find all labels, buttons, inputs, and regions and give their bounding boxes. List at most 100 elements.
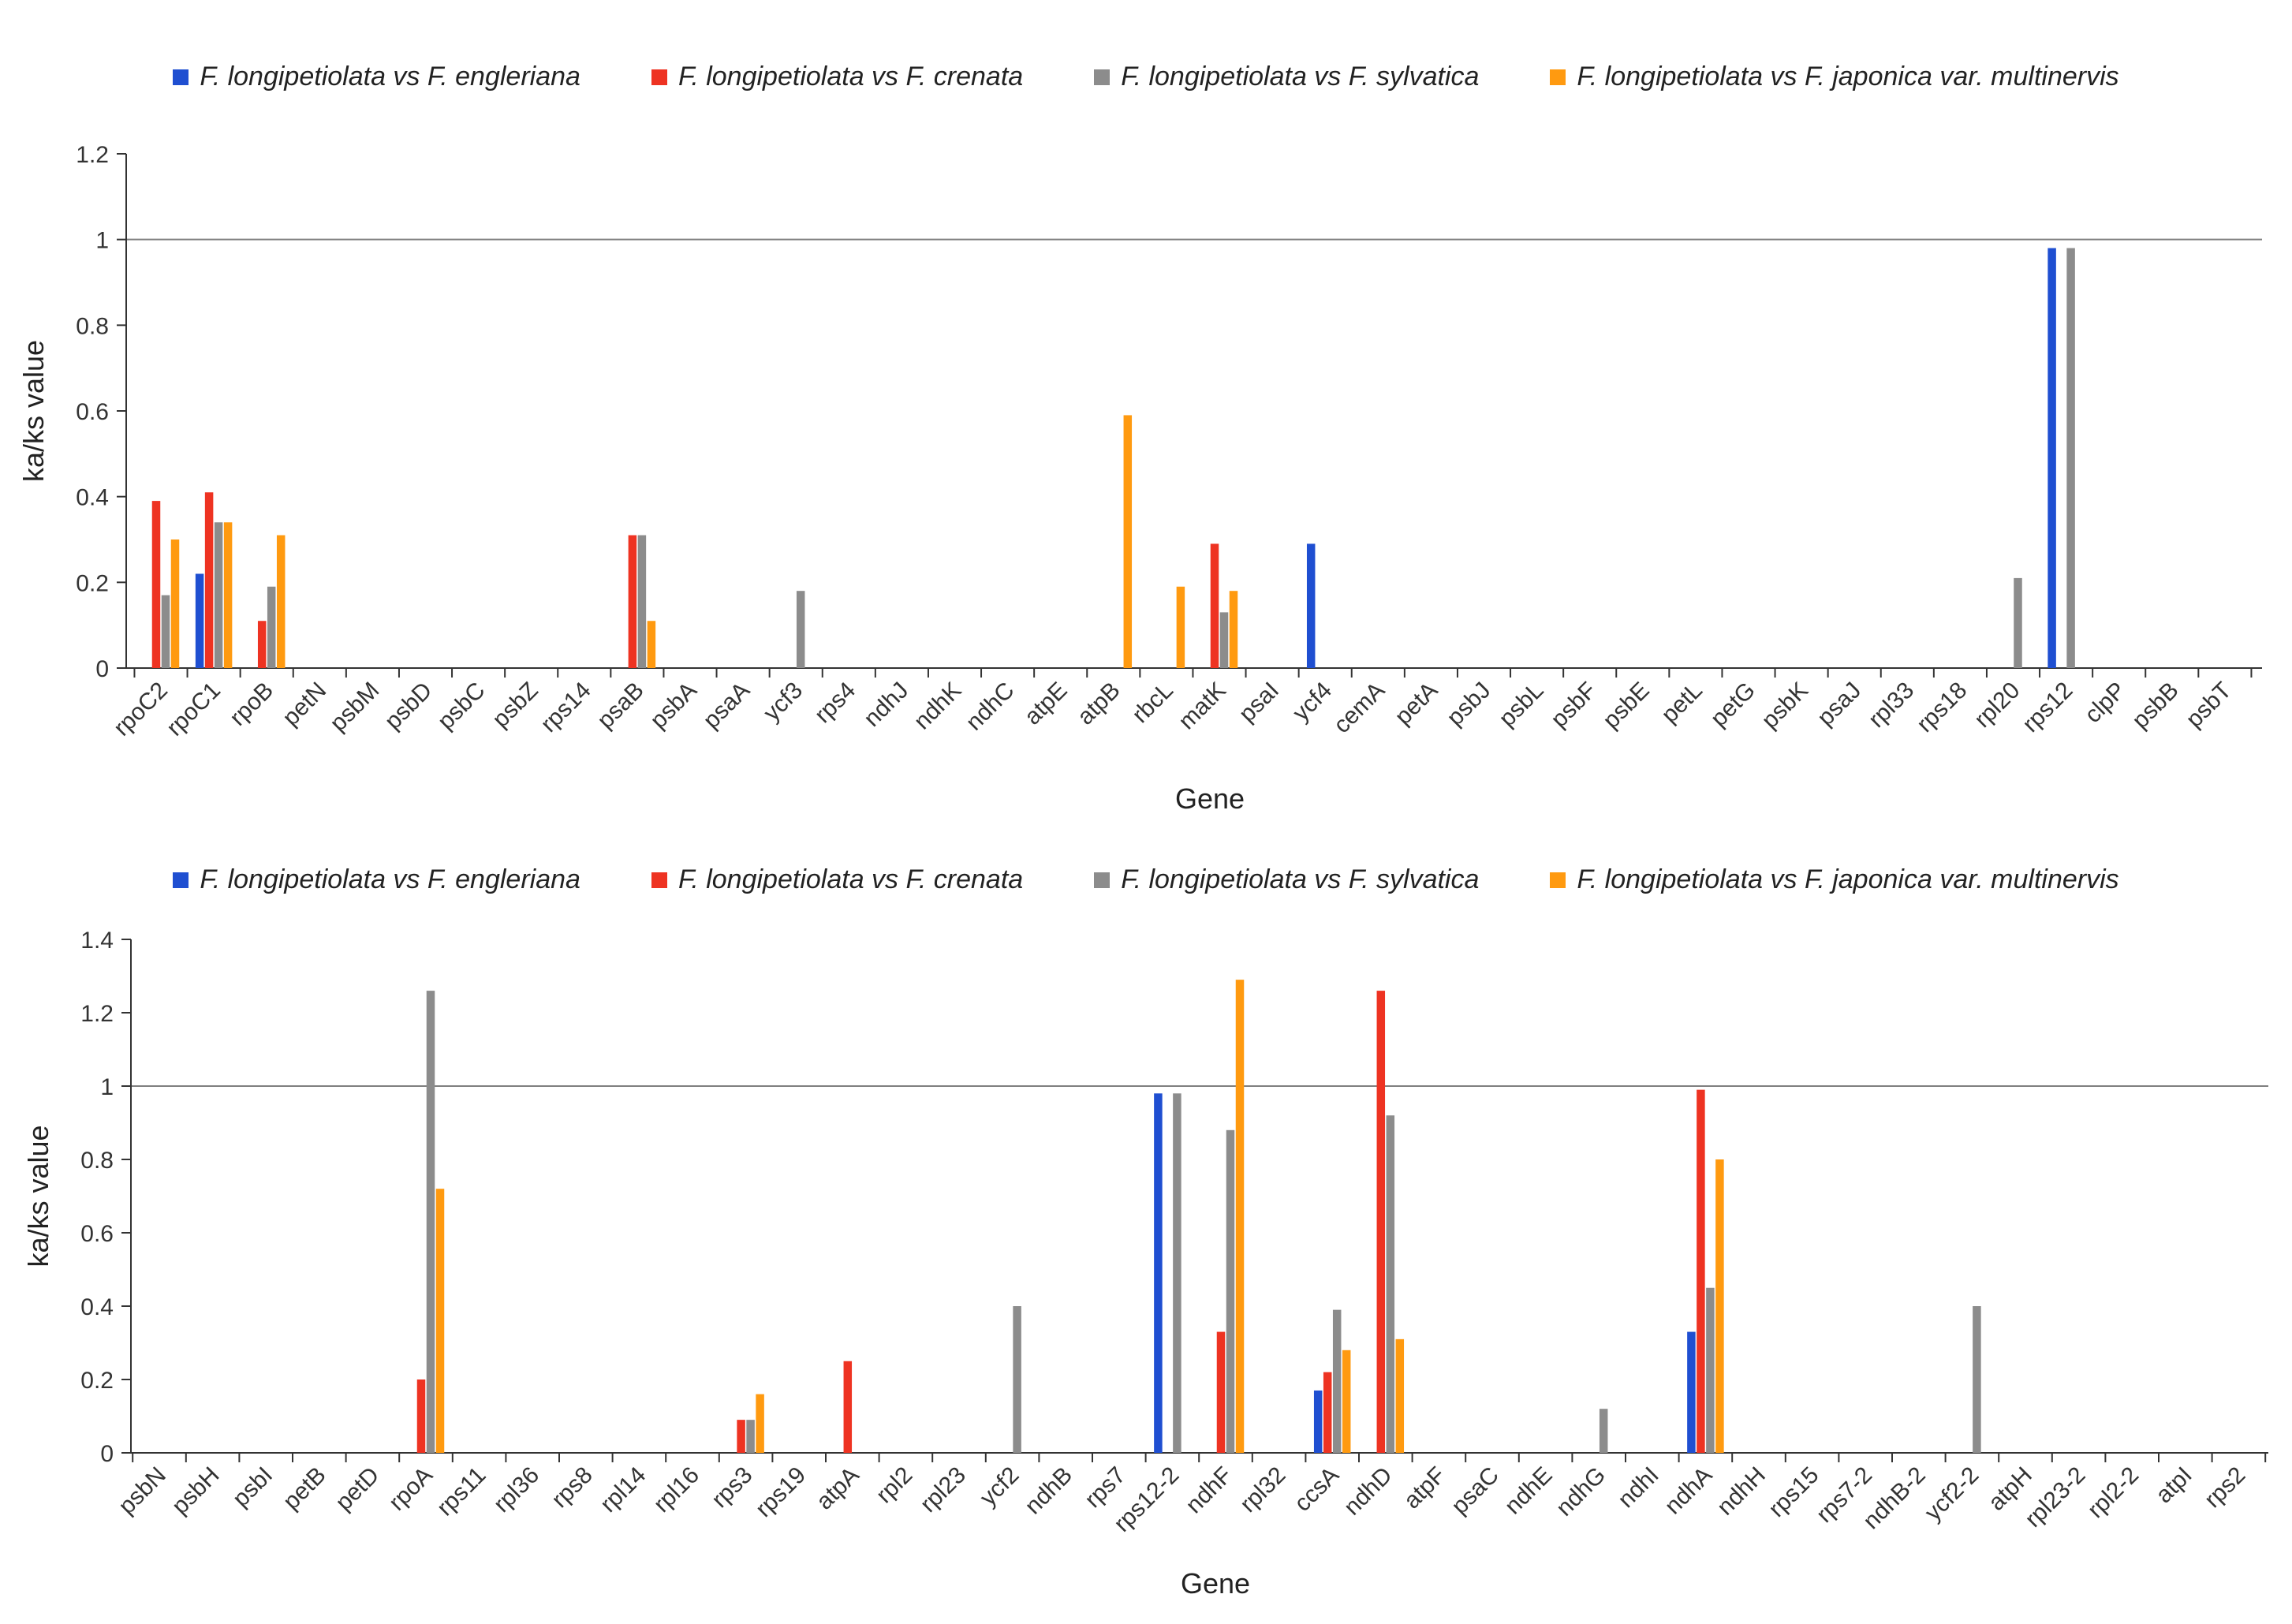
y-tick-label: 0.2 bbox=[76, 570, 109, 596]
y-tick-label: 1.4 bbox=[80, 928, 114, 954]
legend-item: F. longipetiolata vs F. engleriana bbox=[173, 864, 580, 895]
x-tick-label: psbN bbox=[114, 1462, 171, 1520]
x-tick-label: rpl36 bbox=[489, 1462, 545, 1518]
bar bbox=[1323, 1372, 1332, 1453]
legend-item: F. longipetiolata vs F. japonica var. mu… bbox=[1550, 864, 2119, 895]
x-tick-label: rpl23 bbox=[915, 1462, 971, 1518]
bar bbox=[1173, 1093, 1181, 1453]
x-tick-label: ndhJ bbox=[859, 678, 913, 732]
y-tick-label: 0 bbox=[95, 656, 109, 682]
x-tick-label: psbT bbox=[2181, 678, 2237, 734]
x-tick-label: atpI bbox=[2151, 1462, 2197, 1509]
x-tick-label: rps2 bbox=[2200, 1462, 2251, 1514]
bar bbox=[1219, 612, 1229, 668]
x-tick-label: ycf3 bbox=[759, 678, 808, 726]
legend-swatch bbox=[1094, 872, 1111, 888]
x-tick-label: rpoB bbox=[225, 678, 278, 731]
x-tick-label: petB bbox=[278, 1462, 331, 1515]
x-tick-label: clpP bbox=[2080, 678, 2131, 729]
x-tick-label: ccsA bbox=[1290, 1462, 1344, 1517]
legend-swatch bbox=[651, 69, 667, 85]
x-tick-label: ndhB bbox=[1020, 1462, 1077, 1520]
legend-item: F. longipetiolata vs F. japonica var. mu… bbox=[1550, 62, 2119, 92]
legend-label: F. longipetiolata vs F. japonica var. mu… bbox=[1577, 62, 2119, 91]
x-tick-label: atpE bbox=[1020, 678, 1073, 730]
legend-label: F. longipetiolata vs F. engleriana bbox=[200, 864, 580, 894]
y-tick-label: 1 bbox=[100, 1074, 114, 1100]
x-tick-label: rps18 bbox=[1912, 678, 1972, 737]
x-axis-title: Gene bbox=[1175, 782, 1245, 812]
x-tick-label: ndhE bbox=[1500, 1462, 1558, 1520]
x-tick-label: psbZ bbox=[487, 678, 543, 734]
y-tick-label: 0.2 bbox=[80, 1368, 114, 1394]
x-tick-label: psaB bbox=[592, 678, 649, 734]
x-tick-label: ndhF bbox=[1181, 1462, 1237, 1519]
x-tick-label: rpoC2 bbox=[109, 678, 173, 741]
bar bbox=[1697, 1089, 1705, 1453]
y-tick-label: 1 bbox=[95, 228, 109, 254]
legend-item: F. longipetiolata vs F. engleriana bbox=[173, 62, 580, 92]
bar bbox=[170, 539, 180, 668]
bar bbox=[1176, 586, 1185, 668]
legend-item: F. longipetiolata vs F. sylvatica bbox=[1094, 62, 1479, 92]
bar bbox=[1342, 1350, 1351, 1453]
y-axis-title: ka/ks value bbox=[22, 1125, 54, 1267]
bar bbox=[223, 522, 233, 668]
x-tick-label: petA bbox=[1390, 678, 1443, 730]
x-tick-label: rpl33 bbox=[1864, 678, 1920, 734]
bar bbox=[276, 535, 286, 668]
x-tick-label: matK bbox=[1174, 678, 1231, 735]
bar bbox=[1123, 415, 1133, 668]
x-tick-label: ndhH bbox=[1712, 1462, 1771, 1521]
bar bbox=[1229, 591, 1238, 668]
bar bbox=[2066, 248, 2075, 668]
x-tick-label: psbH bbox=[167, 1462, 225, 1520]
x-tick-label: rps11 bbox=[432, 1462, 491, 1521]
x-tick-label: rpl16 bbox=[648, 1462, 704, 1518]
x-tick-label: petN bbox=[278, 678, 331, 731]
x-tick-label: psbM bbox=[325, 678, 384, 737]
bar bbox=[1154, 1093, 1163, 1453]
y-tick-label: 0.4 bbox=[76, 485, 109, 511]
x-tick-label: rpl2 bbox=[872, 1462, 918, 1509]
x-tick-label: psbB bbox=[2127, 678, 2184, 734]
bar bbox=[435, 1189, 445, 1453]
legend-label: F. longipetiolata vs F. engleriana bbox=[200, 62, 580, 91]
legend-item: F. longipetiolata vs F. crenata bbox=[651, 62, 1023, 92]
x-tick-label: psaC bbox=[1446, 1462, 1504, 1520]
legend-label: F. longipetiolata vs F. japonica var. mu… bbox=[1577, 864, 2119, 894]
y-tick-label: 1.2 bbox=[76, 142, 109, 168]
legend-bottom: F. longipetiolata vs F. engleriana F. lo… bbox=[0, 864, 2292, 895]
bar bbox=[796, 591, 805, 668]
bar bbox=[426, 991, 435, 1453]
x-axis-title: Gene bbox=[1181, 1567, 1250, 1600]
legend-label: F. longipetiolata vs F. sylvatica bbox=[1121, 62, 1480, 91]
x-tick-label: ndhI bbox=[1613, 1462, 1664, 1514]
x-tick-label: psbF bbox=[1546, 678, 1602, 734]
x-tick-label: ndhA bbox=[1659, 1462, 1717, 1520]
bar bbox=[1395, 1338, 1405, 1453]
y-tick-label: 0.8 bbox=[76, 313, 109, 339]
x-tick-label: cemA bbox=[1329, 678, 1391, 739]
legend-swatch bbox=[173, 69, 189, 85]
bar bbox=[151, 501, 161, 668]
bar bbox=[1226, 1129, 1235, 1453]
x-tick-label: atpA bbox=[812, 1462, 864, 1515]
x-tick-label: rpoC1 bbox=[162, 678, 226, 741]
x-tick-label: ndhC bbox=[961, 678, 1020, 736]
x-tick-label: ycf2-2 bbox=[1920, 1462, 1984, 1526]
y-tick-label: 0.6 bbox=[76, 399, 109, 425]
x-tick-label: psaJ bbox=[1812, 678, 1866, 731]
y-tick-label: 0 bbox=[100, 1441, 114, 1467]
x-tick-label: psaA bbox=[698, 678, 755, 734]
legend-top: F. longipetiolata vs F. engleriana F. lo… bbox=[0, 62, 2292, 92]
x-tick-label: rpl20 bbox=[1969, 678, 2025, 734]
x-tick-label: rps19 bbox=[751, 1462, 811, 1522]
x-tick-label: ndhD bbox=[1339, 1462, 1398, 1521]
chart-top-plot: 00.20.40.60.811.2ka/ks valuerpoC2rpoC1rp… bbox=[17, 142, 2262, 812]
bar bbox=[1973, 1306, 1981, 1453]
x-tick-label: psbC bbox=[433, 678, 491, 735]
x-tick-label: rps12 bbox=[2018, 678, 2077, 737]
chart-top: F. longipetiolata vs F. engleriana F. lo… bbox=[0, 62, 2292, 812]
